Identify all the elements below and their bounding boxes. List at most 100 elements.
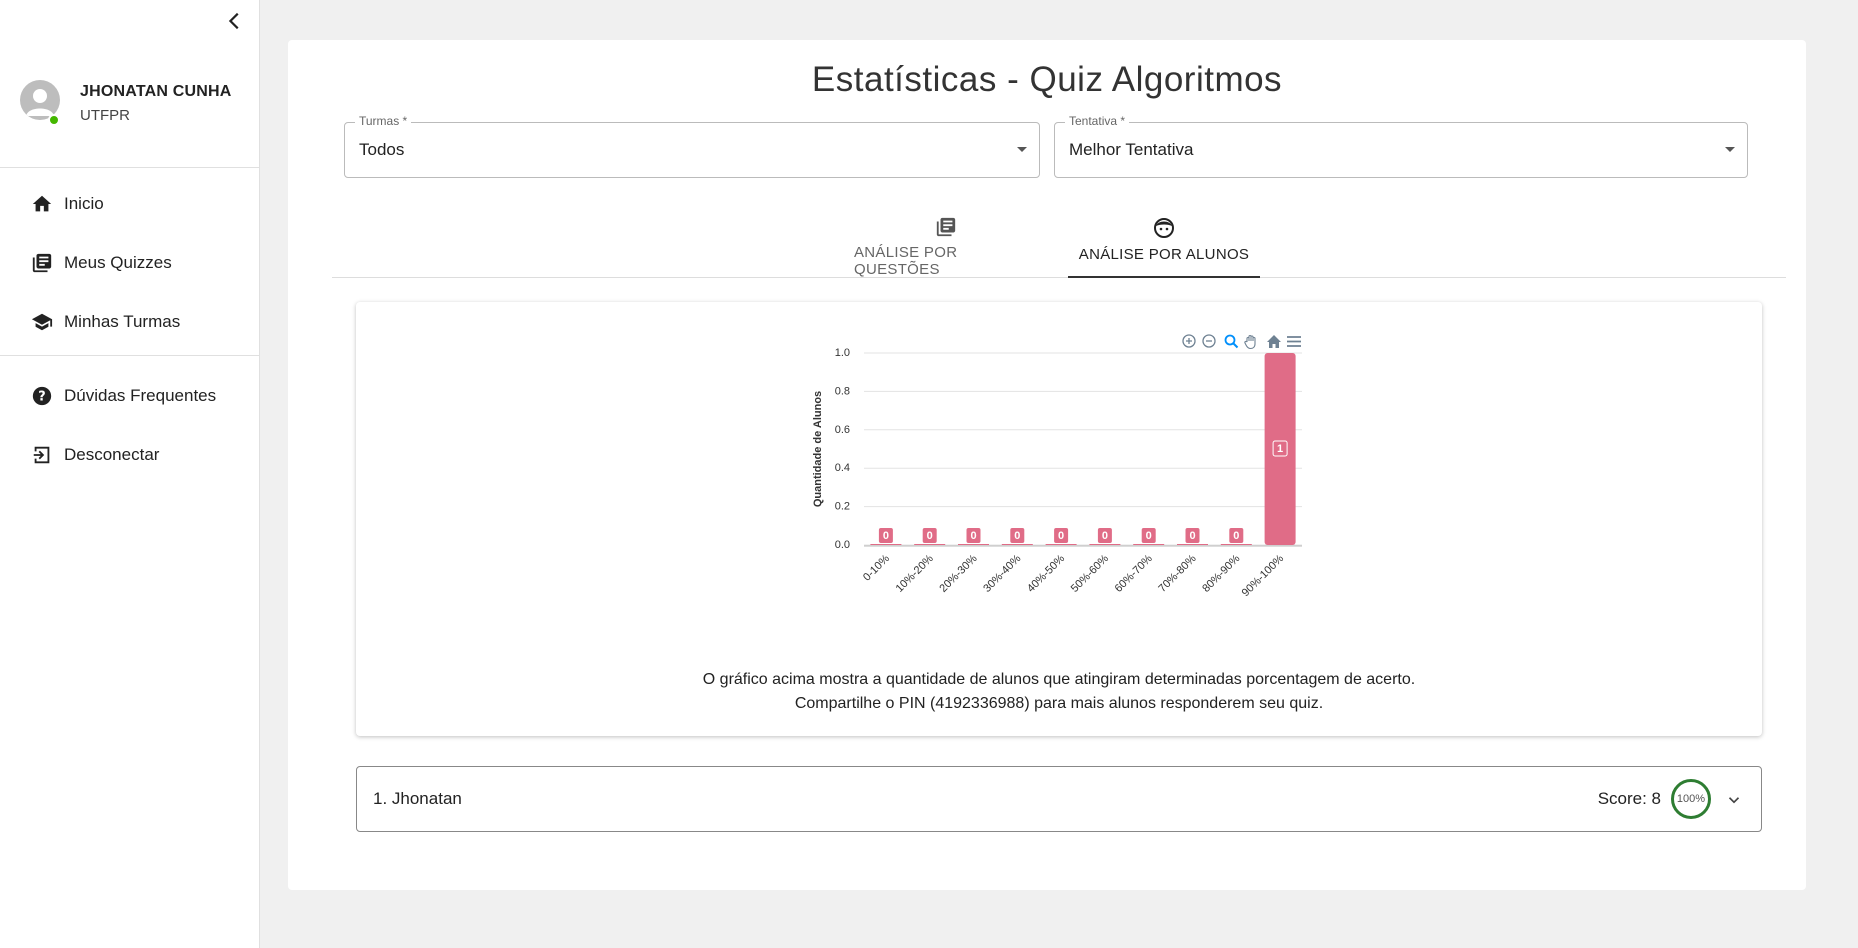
y-tick-label: 0.0 [835,539,850,551]
chart-card: 0.0 0.2 0.4 0.6 0.8 1.0 Quantidade de Alunos 0 0… [356,302,1762,736]
bar [1220,544,1252,545]
nav-item-duvidas-frequentes[interactable]: ? Dúvidas Frequentes [0,366,259,425]
online-status-dot [48,114,60,126]
bar [1177,544,1208,545]
y-axis-label: Quantidade de Alunos [812,391,824,507]
bar [1089,544,1121,545]
student-name: 1. Jhonatan [373,789,462,808]
tab-analise-por-questoes[interactable]: ANÁLISE POR QUESTÕES [854,208,1038,278]
data-label-box [1010,528,1025,543]
chevron-left-icon [228,12,239,30]
chart-description-line: O gráfico acima mostra a quantidade de a… [702,671,1416,688]
chart-description-line: Compartilhe o PIN (4192336988) para mais… [794,695,1324,712]
dropdown-arrow-icon [1725,147,1735,152]
data-label-box [1141,528,1156,543]
avatar[interactable] [20,80,60,120]
user-name: JHONATAN CUNHA [80,83,232,100]
data-label: 0 [1058,530,1064,542]
tentativa-select-label: Tentativa * [1065,114,1130,128]
data-label: 0 [927,530,933,542]
zoom-in-icon[interactable] [1182,334,1196,348]
x-tick-label: 20%-30% [937,552,979,594]
nav-item-label: Desconectar [64,444,160,464]
data-label-box [1054,528,1069,543]
x-tick-label: 60%-70% [1113,552,1155,594]
x-tick-label: 0-10% [861,552,892,583]
student-row[interactable]: 1. Jhonatan Score: 8 100% [356,766,1762,832]
help-icon: ? [30,384,54,408]
data-label-box [1229,528,1244,543]
bar [1045,544,1077,545]
nav-item-inicio[interactable]: Inicio [0,174,259,233]
sidebar: JHONATAN CUNHA UTFPR Inicio Meus Quizzes… [0,0,260,948]
reset-home-icon[interactable] [1267,335,1281,348]
y-tick-label: 0.4 [835,462,850,474]
person-icon [26,89,54,116]
expand-more-icon[interactable] [1723,789,1745,811]
user-profile: JHONATAN CUNHA UTFPR [0,48,259,168]
y-tick-label: 1.0 [835,347,850,359]
nav-item-desconectar[interactable]: Desconectar [0,425,259,484]
data-label: 0 [883,530,889,542]
pan-icon[interactable] [1244,334,1256,350]
chart-description: O gráfico acima mostra a quantidade de a… [356,668,1762,716]
x-tick-label: 70%-80% [1156,552,1198,594]
page-title: Estatísticas - Quiz Algoritmos [811,60,1283,99]
tab-analise-por-alunos[interactable]: ANÁLISE POR ALUNOS [1068,208,1260,278]
nav-item-label: Dúvidas Frequentes [64,385,217,405]
home-icon [30,192,54,216]
statistics-card: Estatísticas - Quiz Algoritmos Turmas * … [288,40,1806,890]
user-organization: UTFPR [80,107,130,124]
school-icon [30,310,54,334]
main-navigation: Inicio Meus Quizzes Minhas Turmas [0,174,259,356]
bar [1133,544,1165,545]
tab-label: ANÁLISE POR ALUNOS [1078,246,1250,263]
x-tick-label: 30%-40% [981,552,1023,594]
zoom-select-icon[interactable] [1224,334,1239,349]
data-label-box [878,528,893,543]
menu-icon[interactable] [1287,336,1301,347]
library-books-icon [30,251,54,275]
article-icon [936,217,956,237]
dropdown-arrow-icon [1017,147,1027,152]
tentativa-select[interactable]: Tentativa * Melhor Tentativa [1054,114,1748,178]
tentativa-select-value: Melhor Tentativa [1069,140,1194,159]
turmas-select[interactable]: Turmas * Todos [344,114,1040,178]
bar [1001,544,1033,545]
zoom-out-icon[interactable] [1202,334,1216,348]
x-tick-label: 80%-90% [1200,552,1242,594]
face-icon [1154,218,1174,238]
data-label: 0 [970,530,976,542]
x-tick-label: 10%-20% [894,552,936,594]
data-label-box [922,528,937,543]
data-label: 0 [1102,530,1108,542]
nav-item-meus-quizzes[interactable]: Meus Quizzes [0,233,259,292]
logout-icon [30,443,54,467]
tab-label: ANÁLISE POR QUESTÕES [854,244,958,278]
data-label: 0 [1233,530,1239,542]
turmas-select-value: Todos [359,140,405,159]
bar [958,544,989,545]
data-label-box [1097,528,1112,543]
data-label: 0 [1189,530,1195,542]
score-percent-ring: 100% [1671,779,1711,819]
data-label-box [1272,440,1288,457]
collapse-sidebar-button[interactable] [220,6,250,36]
student-score: Score: 8 [1597,789,1661,808]
secondary-navigation: ? Dúvidas Frequentes Desconectar [0,366,259,484]
score-distribution-chart: 0.0 0.2 0.4 0.6 0.8 1.0 Quantidade de Alunos 0 0… [812,334,1302,599]
analysis-tabs: ANÁLISE POR QUESTÕES ANÁLISE POR ALUNOS [332,208,1786,278]
x-tick-label: 50%-60% [1069,552,1111,594]
x-tick-label: 40%-50% [1025,552,1067,594]
nav-item-minhas-turmas[interactable]: Minhas Turmas [0,292,259,351]
y-tick-label: 0.8 [835,385,850,397]
bar [870,544,902,545]
bar [914,544,946,545]
svg-text:?: ? [38,389,45,404]
nav-item-label: Minhas Turmas [64,311,181,331]
nav-item-label: Inicio [64,193,104,213]
nav-item-label: Meus Quizzes [64,252,172,272]
data-label: 0 [1014,530,1020,542]
data-label: 1 [1277,443,1283,455]
y-tick-label: 0.2 [835,501,850,513]
